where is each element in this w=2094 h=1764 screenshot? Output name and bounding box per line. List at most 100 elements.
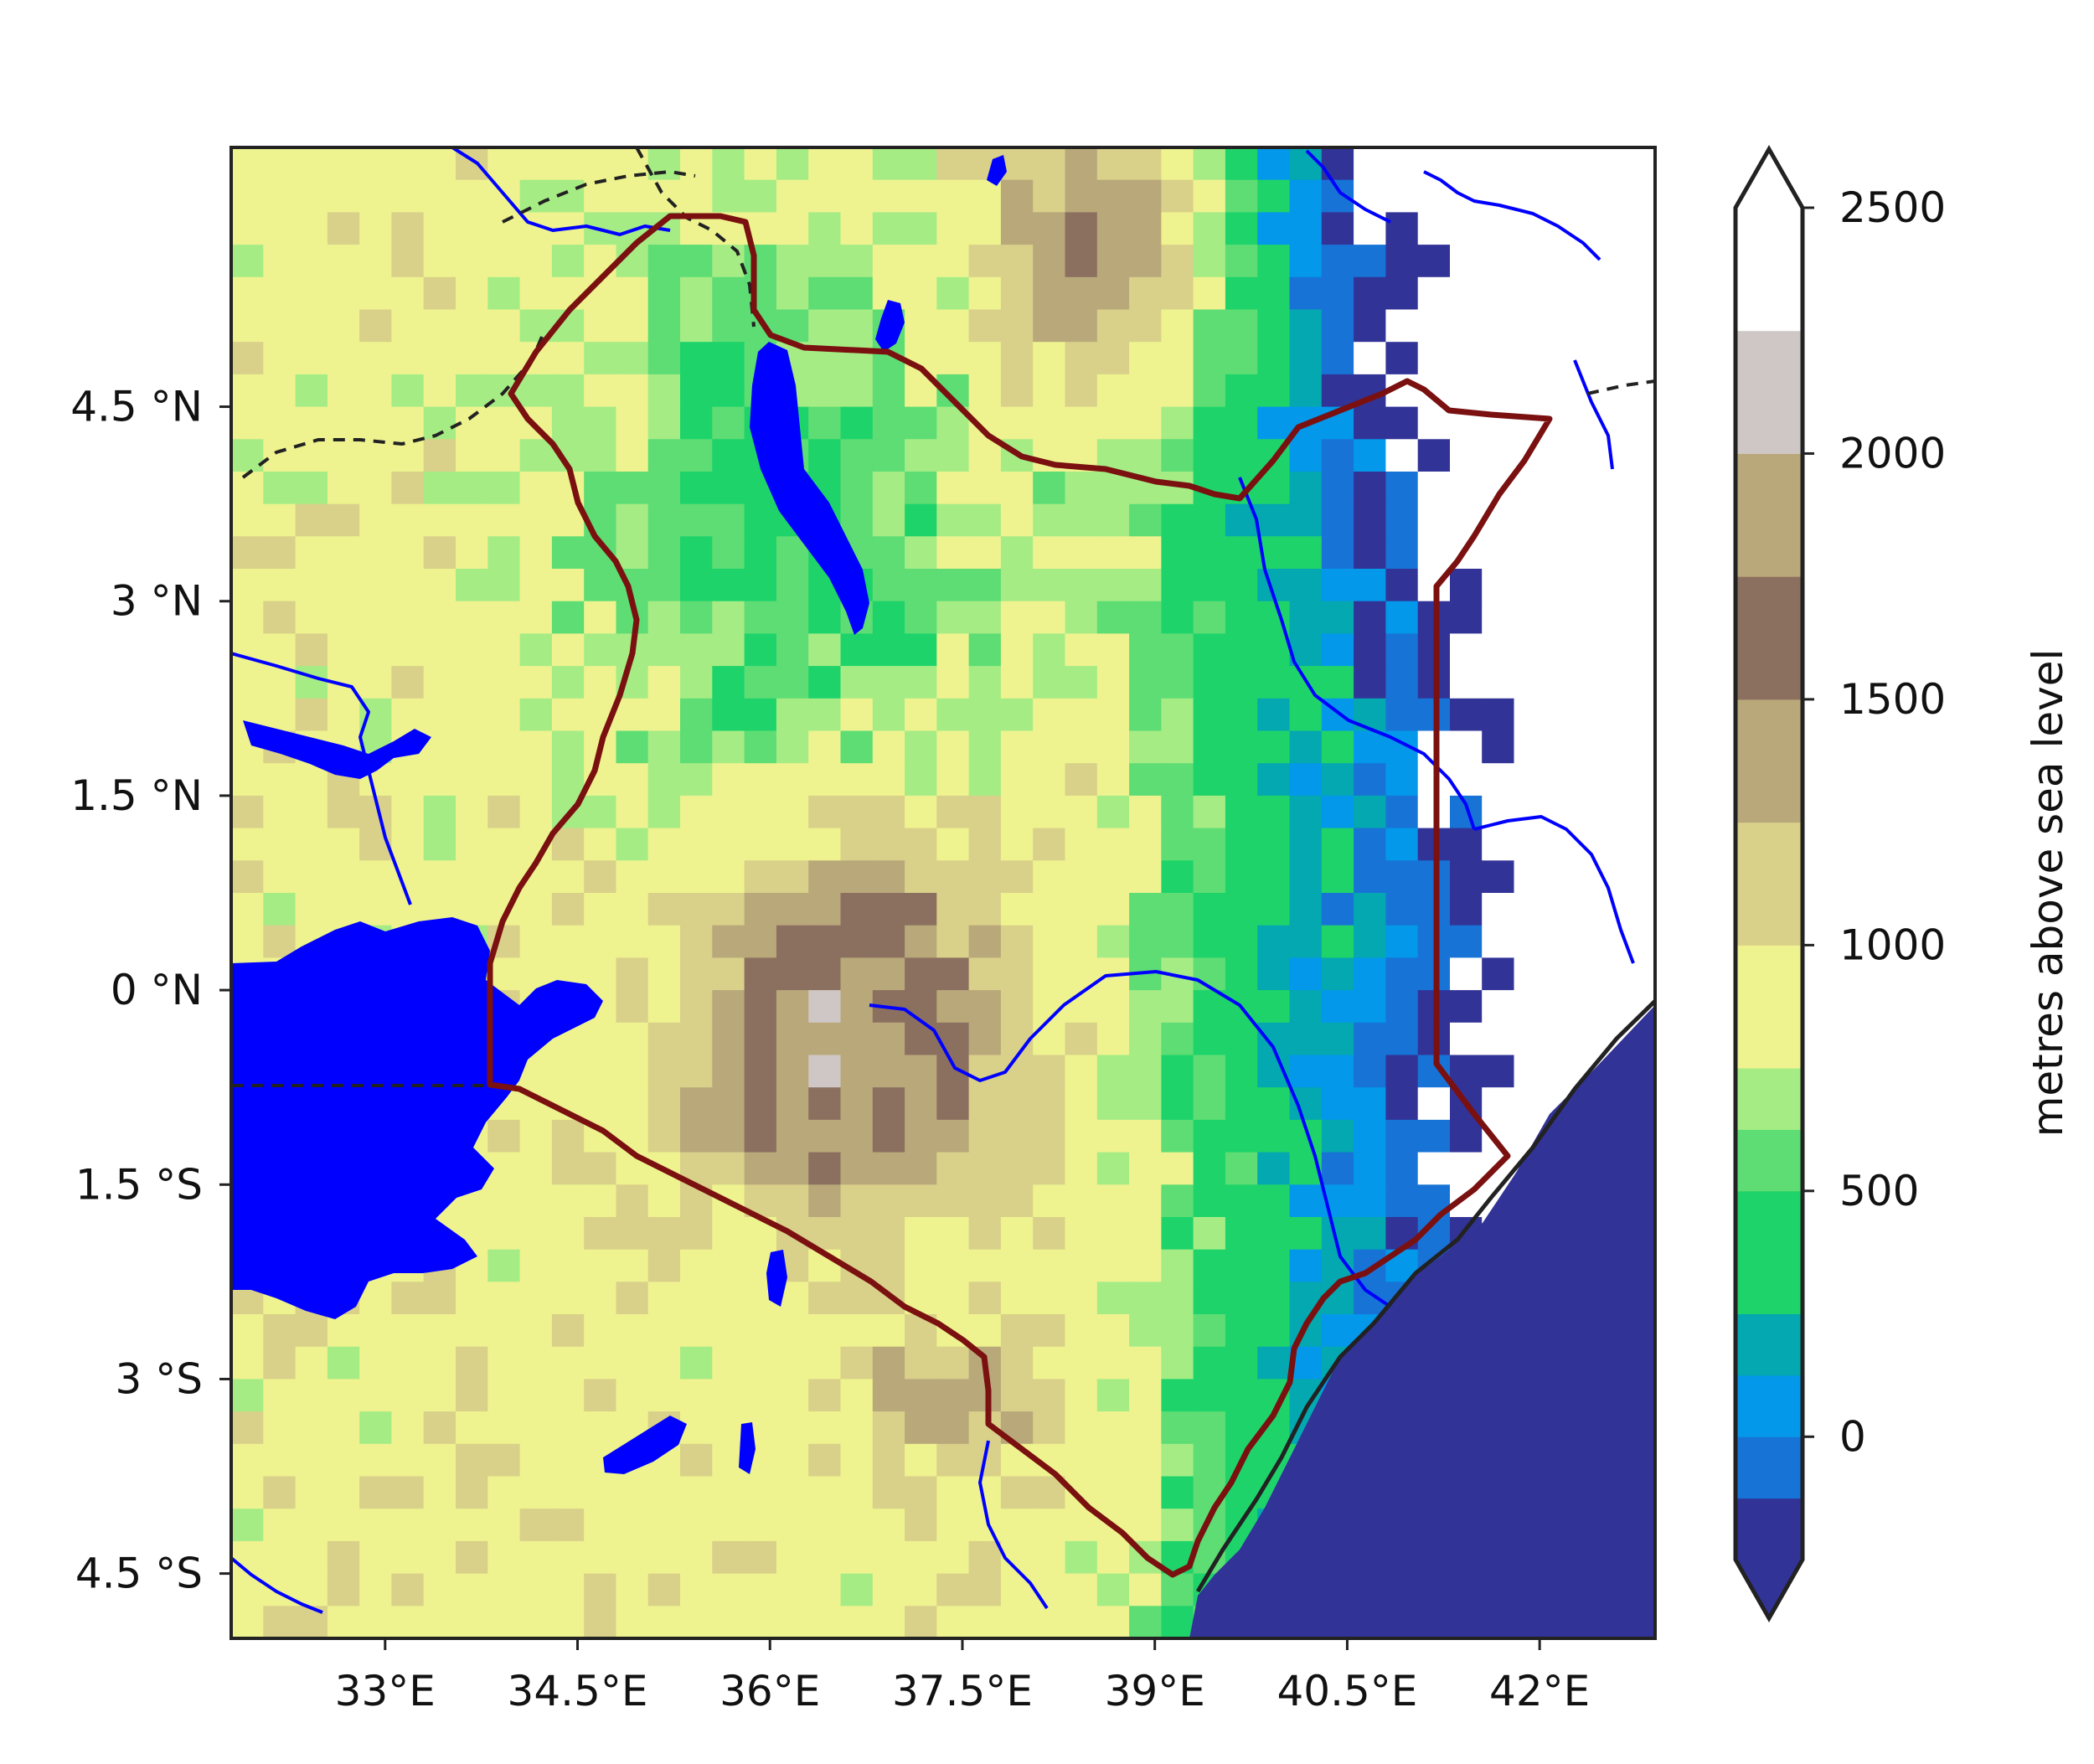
elevation-cell bbox=[1257, 730, 1291, 764]
elevation-cell bbox=[1193, 1022, 1226, 1056]
elevation-cell bbox=[1161, 1282, 1194, 1315]
elevation-cell bbox=[1033, 472, 1066, 505]
elevation-cell bbox=[680, 569, 713, 602]
elevation-cell bbox=[1610, 1638, 1643, 1671]
elevation-cell bbox=[1289, 439, 1323, 472]
elevation-cell bbox=[872, 1314, 905, 1348]
elevation-cell bbox=[231, 472, 264, 505]
elevation-cell bbox=[712, 1152, 745, 1185]
elevation-cell bbox=[808, 730, 842, 764]
elevation-cell bbox=[1545, 860, 1579, 894]
elevation-cell bbox=[1129, 439, 1162, 472]
elevation-cell bbox=[1545, 666, 1579, 699]
elevation-cell bbox=[423, 179, 456, 213]
elevation-cell bbox=[551, 1606, 585, 1638]
elevation-cell bbox=[423, 601, 456, 634]
elevation-cell bbox=[1000, 406, 1034, 440]
elevation-cell bbox=[872, 1087, 905, 1121]
elevation-cell bbox=[1450, 1119, 1483, 1153]
elevation-cell bbox=[776, 1087, 809, 1121]
elevation-cell bbox=[1129, 1119, 1162, 1153]
elevation-cell bbox=[1096, 601, 1130, 634]
elevation-cell bbox=[808, 1476, 842, 1509]
elevation-cell bbox=[1065, 472, 1098, 505]
elevation-cell bbox=[936, 1540, 970, 1575]
colorbar-bin bbox=[1736, 330, 1803, 454]
elevation-cell bbox=[423, 1282, 456, 1315]
elevation-cell bbox=[1065, 633, 1098, 667]
elevation-cell bbox=[1225, 633, 1258, 667]
elevation-cell bbox=[263, 147, 297, 181]
elevation-cell bbox=[1354, 569, 1386, 602]
elevation-cell bbox=[647, 1573, 681, 1607]
lake-abaya bbox=[987, 155, 1007, 186]
elevation-cell bbox=[1000, 1119, 1034, 1153]
elevation-cell bbox=[359, 536, 393, 570]
elevation-cell bbox=[712, 245, 745, 278]
elevation-cell bbox=[1129, 1379, 1162, 1412]
elevation-cell bbox=[647, 795, 681, 829]
elevation-cell bbox=[584, 1055, 617, 1088]
elevation-cell bbox=[359, 439, 393, 472]
elevation-cell bbox=[808, 698, 842, 732]
elevation-cell bbox=[263, 1606, 297, 1638]
elevation-cell bbox=[1225, 342, 1258, 375]
elevation-cell bbox=[487, 730, 521, 764]
elevation-cell bbox=[905, 1152, 937, 1185]
elevation-cell bbox=[968, 763, 1002, 797]
colorbar-bin bbox=[1736, 1190, 1803, 1315]
elevation-cell bbox=[1225, 698, 1258, 732]
elevation-cell bbox=[1514, 925, 1547, 958]
elevation-cell bbox=[295, 536, 328, 570]
elevation-cell bbox=[1096, 569, 1130, 602]
elevation-cell bbox=[808, 1540, 842, 1575]
elevation-cell bbox=[680, 1509, 713, 1542]
elevation-cell bbox=[327, 309, 360, 343]
elevation-cell bbox=[1000, 472, 1034, 505]
elevation-cell bbox=[905, 1249, 937, 1282]
elevation-cell bbox=[1514, 1022, 1547, 1056]
elevation-cell bbox=[1545, 147, 1579, 181]
elevation-cell bbox=[423, 1573, 456, 1607]
elevation-cell bbox=[1289, 860, 1323, 894]
elevation-cell bbox=[327, 1379, 360, 1412]
elevation-cell bbox=[872, 536, 905, 570]
elevation-cell bbox=[456, 1606, 488, 1638]
elevation-cell bbox=[1514, 601, 1547, 634]
elevation-cell bbox=[647, 179, 681, 213]
elevation-cell bbox=[231, 1509, 264, 1542]
elevation-cell bbox=[968, 1314, 1002, 1348]
elevation-cell bbox=[616, 925, 649, 958]
elevation-cell bbox=[1321, 925, 1354, 958]
elevation-cell bbox=[905, 472, 937, 505]
elevation-cell bbox=[647, 698, 681, 732]
elevation-cell bbox=[905, 1055, 937, 1088]
elevation-cell bbox=[1385, 698, 1419, 732]
elevation-cell bbox=[808, 1346, 842, 1380]
elevation-cell bbox=[519, 666, 553, 699]
elevation-cell bbox=[840, 698, 874, 732]
elevation-cell bbox=[776, 1379, 809, 1412]
elevation-cell bbox=[263, 536, 297, 570]
elevation-cell bbox=[1065, 601, 1098, 634]
elevation-cell bbox=[1257, 212, 1291, 245]
elevation-cell bbox=[872, 374, 905, 408]
elevation-cell bbox=[423, 1540, 456, 1575]
elevation-cell bbox=[872, 730, 905, 764]
elevation-cell bbox=[295, 1346, 328, 1380]
elevation-cell bbox=[295, 860, 328, 894]
elevation-cell bbox=[1450, 1022, 1483, 1056]
elevation-cell bbox=[551, 633, 585, 667]
elevation-cell bbox=[1129, 309, 1162, 343]
elevation-cell bbox=[776, 1509, 809, 1542]
lake-kyoga bbox=[243, 720, 431, 779]
elevation-cell bbox=[295, 212, 328, 245]
elevation-cell bbox=[905, 1509, 937, 1542]
elevation-cell bbox=[647, 406, 681, 440]
elevation-cell bbox=[1385, 147, 1419, 181]
elevation-cell bbox=[905, 1411, 937, 1445]
elevation-cell bbox=[1674, 1314, 1707, 1347]
lat-tick-label: 4.5 °N bbox=[70, 383, 203, 431]
elevation-cell bbox=[616, 1314, 649, 1348]
elevation-cell bbox=[391, 633, 425, 667]
